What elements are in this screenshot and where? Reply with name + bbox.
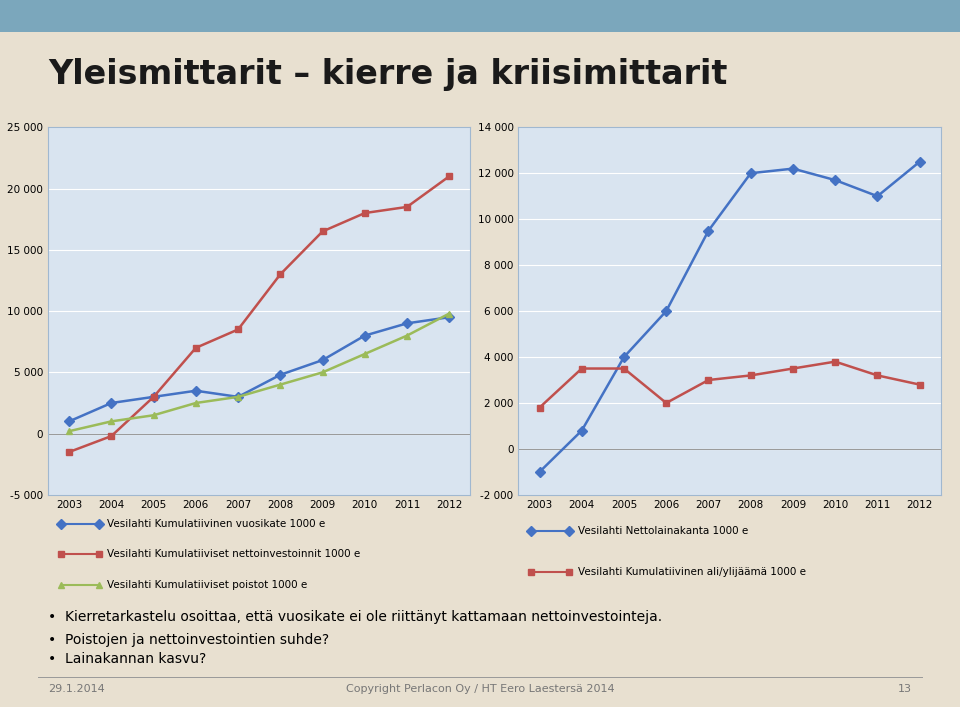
Text: Yleismittarit – kierre ja kriisimittarit: Yleismittarit – kierre ja kriisimittarit (48, 58, 728, 90)
Text: •  Kierretarkastelu osoittaa, että vuosikate ei ole riittänyt kattamaan nettoinv: • Kierretarkastelu osoittaa, että vuosik… (48, 610, 662, 624)
Text: Vesilahti Nettolainakanta 1000 e: Vesilahti Nettolainakanta 1000 e (578, 526, 748, 536)
Text: 29.1.2014: 29.1.2014 (48, 684, 105, 694)
Text: Vesilahti Kumulatiivinen vuosikate 1000 e: Vesilahti Kumulatiivinen vuosikate 1000 … (108, 519, 325, 529)
Text: •  Lainakannan kasvu?: • Lainakannan kasvu? (48, 652, 206, 666)
Text: •  Poistojen ja nettoinvestointien suhde?: • Poistojen ja nettoinvestointien suhde? (48, 633, 329, 647)
Text: Copyright Perlacon Oy / HT Eero Laestersä 2014: Copyright Perlacon Oy / HT Eero Laesters… (346, 684, 614, 694)
Text: Vesilahti Kumulatiivinen ali/ylijäämä 1000 e: Vesilahti Kumulatiivinen ali/ylijäämä 10… (578, 567, 805, 577)
Text: Vesilahti Kumulatiiviset poistot 1000 e: Vesilahti Kumulatiiviset poistot 1000 e (108, 580, 307, 590)
Text: 13: 13 (898, 684, 912, 694)
Text: Vesilahti Kumulatiiviset nettoinvestoinnit 1000 e: Vesilahti Kumulatiiviset nettoinvestoinn… (108, 549, 360, 559)
